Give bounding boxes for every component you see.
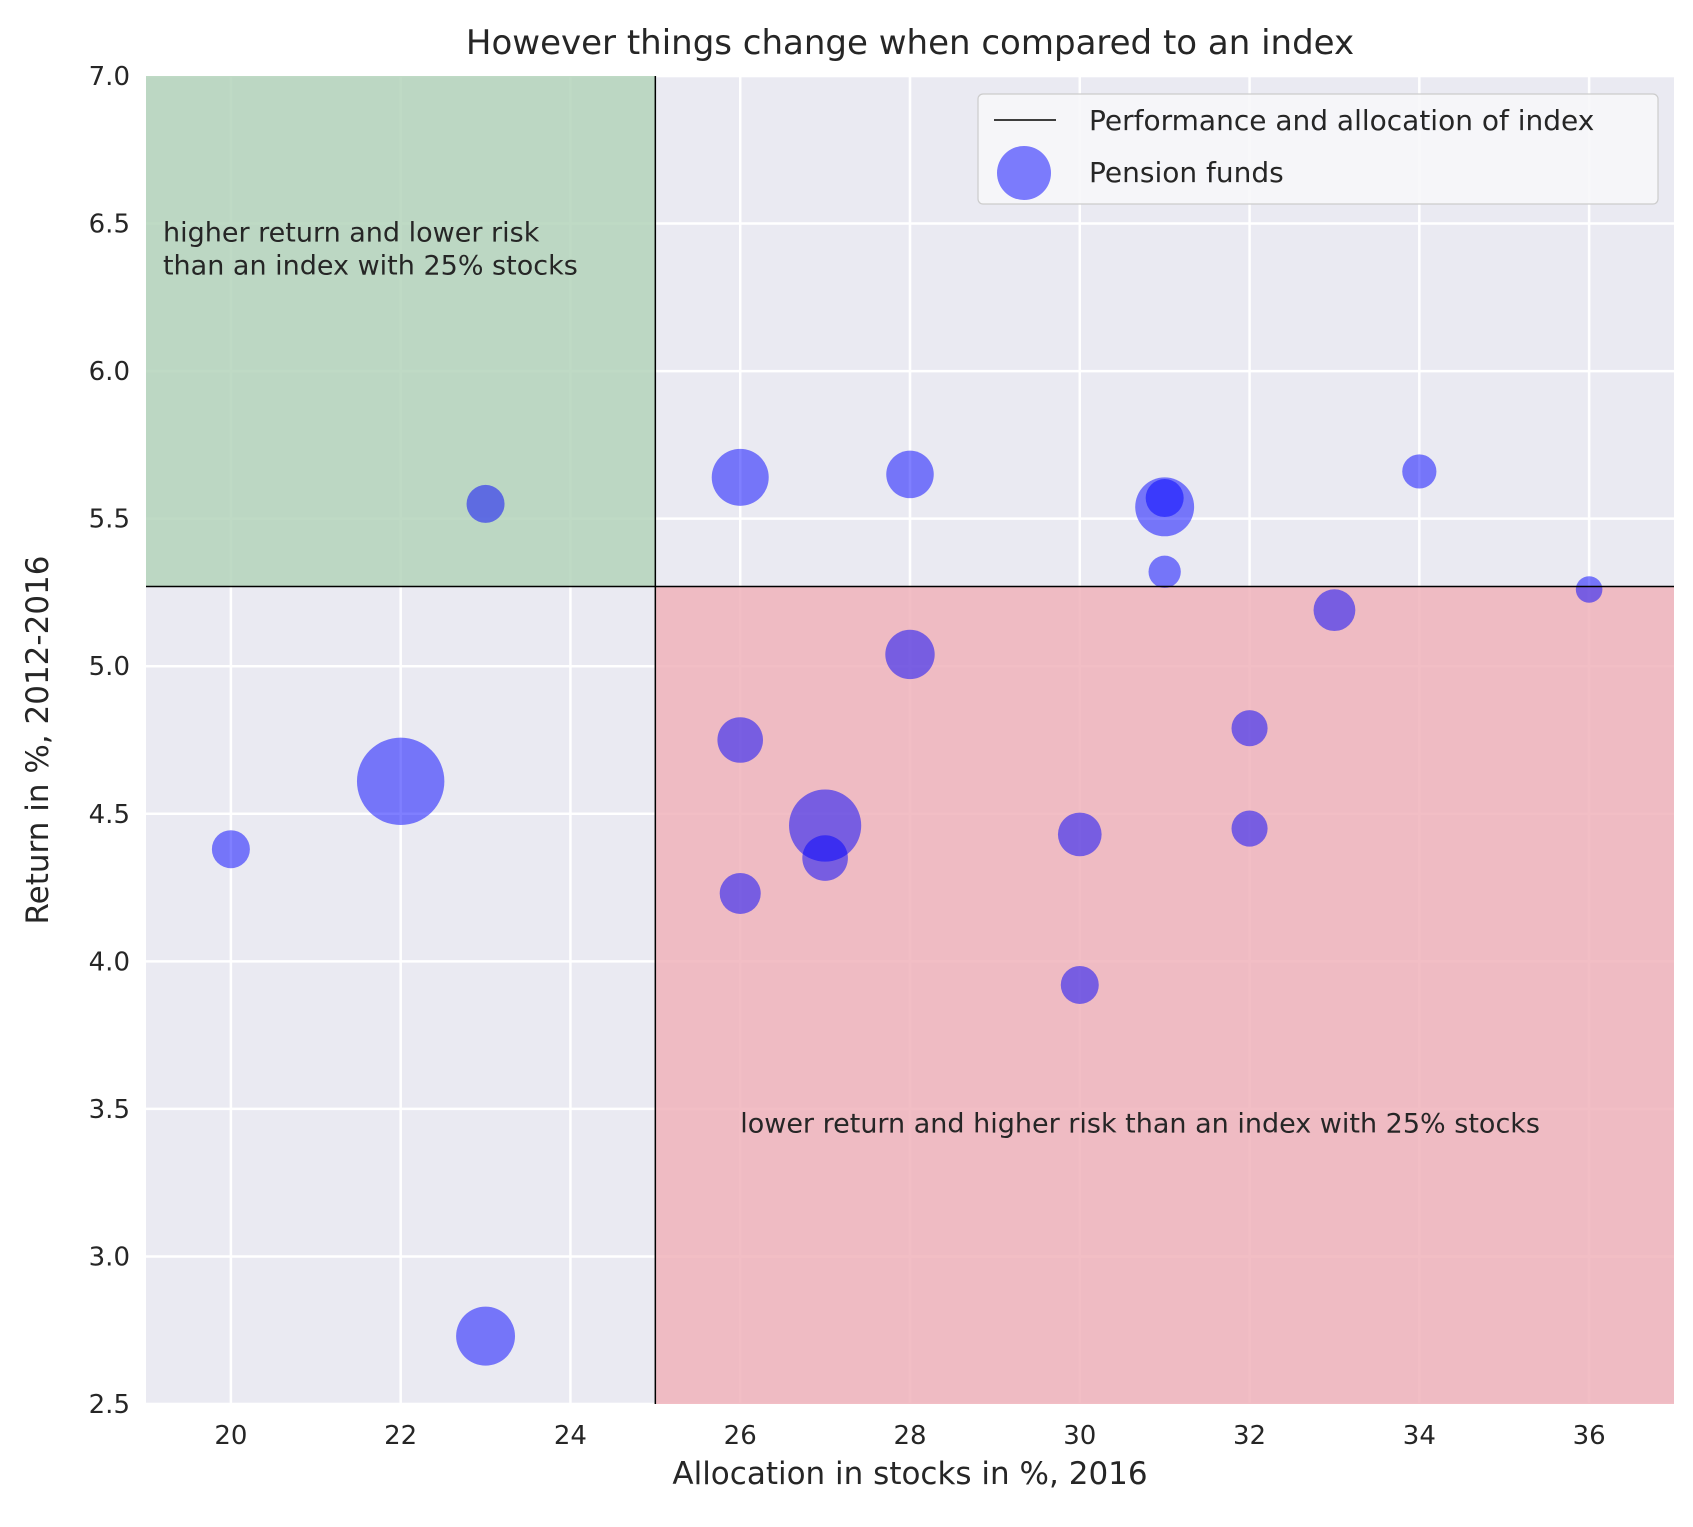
data-points bbox=[211, 448, 1603, 1366]
y-tick-label: 3.0 bbox=[89, 1242, 130, 1272]
data-point bbox=[1148, 555, 1181, 588]
y-tick-label: 5.0 bbox=[89, 652, 130, 682]
x-tick-label: 22 bbox=[384, 1421, 417, 1451]
regions bbox=[146, 76, 1674, 1404]
data-point bbox=[885, 629, 935, 680]
x-tick-label: 24 bbox=[554, 1421, 587, 1451]
data-point bbox=[789, 789, 862, 862]
chart-title: However things change when compared to a… bbox=[466, 23, 1354, 63]
data-point bbox=[1313, 589, 1356, 632]
legend: Performance and allocation of index Pens… bbox=[977, 93, 1659, 205]
data-point bbox=[802, 835, 848, 881]
annotations: higher return and lower risk than an inde… bbox=[163, 217, 1540, 1139]
data-point bbox=[1135, 477, 1195, 537]
data-point bbox=[356, 737, 445, 826]
y-axis-label: Return in %, 2012-2016 bbox=[20, 556, 56, 925]
x-tick-label: 32 bbox=[1233, 1421, 1266, 1451]
data-point bbox=[211, 830, 250, 869]
y-tick-label: 4.5 bbox=[89, 800, 130, 830]
y-tick-label: 7.0 bbox=[89, 62, 130, 92]
x-tick-label: 30 bbox=[1063, 1421, 1096, 1451]
x-tick-label: 36 bbox=[1573, 1421, 1606, 1451]
x-axis-label: Allocation in stocks in %, 2016 bbox=[672, 1456, 1147, 1492]
legend-points-label: Pension funds bbox=[1089, 156, 1284, 189]
legend-line-label: Performance and allocation of index bbox=[1089, 104, 1594, 137]
data-point bbox=[719, 872, 761, 914]
data-point bbox=[717, 717, 764, 763]
x-tick-label: 34 bbox=[1403, 1421, 1436, 1451]
legend-point-swatch bbox=[997, 146, 1051, 200]
data-point bbox=[1057, 812, 1102, 857]
y-tick-labels: 2.5 3.0 3.5 4.0 4.5 5.0 5.5 6.0 6.5 7.0 bbox=[89, 62, 130, 1420]
legend-box bbox=[977, 93, 1659, 205]
data-point bbox=[886, 450, 934, 499]
data-point bbox=[466, 484, 505, 523]
data-point bbox=[456, 1306, 516, 1366]
x-tick-label: 26 bbox=[724, 1421, 757, 1451]
green-annotation: higher return and lower risk than an inde… bbox=[163, 217, 578, 281]
green-region bbox=[146, 76, 656, 587]
y-tick-label: 5.5 bbox=[89, 505, 130, 535]
y-tick-label: 4.0 bbox=[89, 947, 130, 977]
green-annotation-line: than an index with 25% stocks bbox=[163, 250, 578, 281]
red-annotation: lower return and higher risk than an ind… bbox=[740, 1108, 1540, 1139]
data-point bbox=[1575, 576, 1603, 603]
data-point bbox=[1060, 965, 1099, 1004]
x-tick-label: 20 bbox=[214, 1421, 247, 1451]
y-tick-label: 2.5 bbox=[89, 1390, 130, 1420]
x-tick-label: 28 bbox=[893, 1421, 926, 1451]
data-point bbox=[1231, 810, 1268, 847]
green-annotation-line: higher return and lower risk bbox=[163, 217, 540, 248]
red-annotation-line: lower return and higher risk than an ind… bbox=[740, 1108, 1540, 1139]
red-region bbox=[655, 586, 1674, 1404]
data-point bbox=[711, 448, 769, 506]
x-tick-labels: 20 22 24 26 28 30 32 34 36 bbox=[214, 1421, 1605, 1451]
data-point bbox=[1231, 710, 1268, 747]
y-tick-label: 6.5 bbox=[89, 210, 130, 240]
y-tick-label: 6.0 bbox=[89, 357, 130, 387]
data-point bbox=[1402, 454, 1437, 489]
y-tick-label: 3.5 bbox=[89, 1095, 130, 1125]
index-lines bbox=[146, 76, 1674, 1404]
